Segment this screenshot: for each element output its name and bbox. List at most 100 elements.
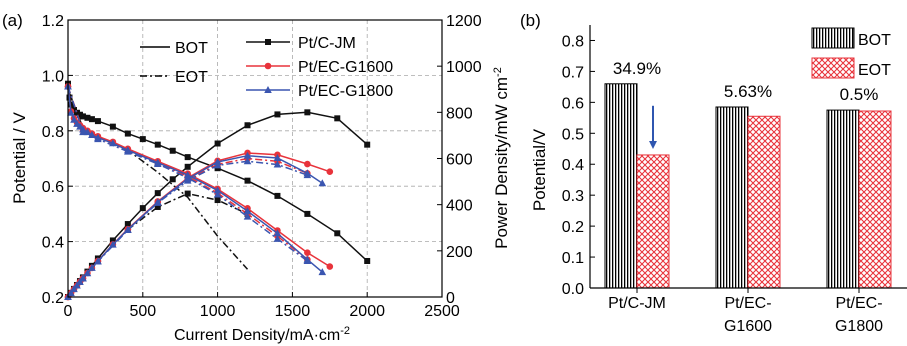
panel-a-line-chart: (a) 0 500 1000 1500 2000 25000.20.40.60.81.01… xyxy=(2,11,511,344)
point-pt-c-jm-bot-power xyxy=(334,115,341,122)
point-pt-c-jm-eot-power xyxy=(154,203,161,210)
point-pt-ec-g1800-bot-potential xyxy=(318,268,327,276)
line-pt-c-jm-eot-potential xyxy=(67,89,249,270)
point-pt-ec-g1800-eot-potential xyxy=(153,160,162,168)
point-pt-ec-g1800-bot-potential xyxy=(213,186,222,194)
line-pt-c-jm-bot-potential xyxy=(67,83,368,262)
point-pt-c-jm-bot-potential xyxy=(94,118,101,125)
style-legend-bot-label: BOT xyxy=(175,40,208,57)
line-pt-c-jm-eot-power xyxy=(67,192,248,298)
point-pt-ec-g1800-eot-potential xyxy=(273,234,282,242)
point-pt-ec-g1800-eot-potential xyxy=(79,128,87,136)
legend-label-pt-c-jm: Pt/C-JM xyxy=(298,35,356,52)
legend-bot-swatch xyxy=(811,27,855,49)
series-pt-c-jm-eot-potential xyxy=(67,89,249,270)
sample-legend: Pt/C-JM Pt/EC-G1600 Pt/EC-G1800 xyxy=(246,35,393,100)
point-pt-c-jm-eot-power xyxy=(214,197,221,204)
point-pt-c-jm-bot-power xyxy=(274,111,281,118)
point-pt-ec-g1800-bot-power xyxy=(318,179,327,187)
series-pt-ec-g1800-bot-potential xyxy=(64,82,327,276)
point-pt-ec-g1800-eot-power xyxy=(243,157,252,165)
y-tick-label: 0.8 xyxy=(42,124,64,141)
b-y-tick-label: 0.3 xyxy=(562,188,584,205)
point-pt-ec-g1800-eot-power xyxy=(79,274,87,282)
x-tick-label: 2000 xyxy=(349,303,385,320)
point-pt-ec-g1800-eot-power xyxy=(94,257,102,265)
point-pt-ec-g1800-eot-potential xyxy=(94,135,102,143)
b-category-label: G1800 xyxy=(835,318,883,335)
b-y-tick-label: 0.4 xyxy=(562,157,584,174)
bar-eot xyxy=(858,110,892,289)
point-pt-c-jm-bot-potential xyxy=(364,257,371,264)
point-pt-ec-g1800-bot-power xyxy=(243,151,252,159)
y2-tick-label: 1200 xyxy=(446,13,482,30)
point-pt-ec-g1800-eot-power xyxy=(273,160,282,168)
b-category-label: Pt/EC- xyxy=(835,295,882,312)
point-pt-ec-g1600-bot-power xyxy=(304,160,311,168)
b-y-tick-label: 0.0 xyxy=(562,281,584,298)
point-pt-ec-g1800-eot-potential xyxy=(213,190,222,198)
point-pt-ec-g1800-eot-potential xyxy=(303,256,312,264)
point-pt-c-jm-bot-potential xyxy=(124,130,131,137)
b-percent-annotation: 34.9% xyxy=(613,59,661,78)
point-pt-c-jm-bot-potential xyxy=(244,177,251,184)
b-percent-annotation: 5.63% xyxy=(724,82,772,101)
point-pt-ec-g1800-bot-potential xyxy=(67,108,75,116)
y2-tick-label: 600 xyxy=(446,152,473,169)
point-pt-c-jm-bot-potential xyxy=(139,136,146,143)
point-pt-c-jm-bot-power xyxy=(184,163,191,170)
bar-bot xyxy=(715,106,749,289)
point-pt-ec-g1800-bot-potential xyxy=(70,115,78,123)
panel-b-tick-labels: 0.0 0.1 0.2 0.3 0.4 0.5 0.6 0.7 0.8 Pt/C-JM Pt/EC-… xyxy=(562,33,883,335)
b-category-label: Pt/EC- xyxy=(724,295,771,312)
panel-b-bar-chart: (b) Potential/V 0.0 0.1 0.2 0.3 0.4 0.5 0.6 0.7… xyxy=(520,11,907,335)
point-pt-ec-g1800-eot-potential xyxy=(243,212,252,220)
y2-tick-label: 200 xyxy=(446,244,473,261)
point-pt-ec-g1800-eot-power xyxy=(153,198,162,206)
panel-b-axes xyxy=(589,25,907,293)
y2-tick-label: 400 xyxy=(446,198,473,215)
x-tick-label: 500 xyxy=(129,303,156,320)
point-pt-ec-g1800-bot-power xyxy=(88,263,96,271)
point-pt-ec-g1600-bot-potential xyxy=(304,249,311,256)
panel-b-legend: BOT EOT xyxy=(811,27,891,79)
x-tick-label: 2500 xyxy=(424,303,460,320)
b-y-tick-label: 0.2 xyxy=(562,219,584,236)
point-pt-ec-g1600-bot-power xyxy=(326,168,334,175)
point-pt-c-jm-bot-power xyxy=(364,141,371,148)
panel-b-label: (b) xyxy=(520,11,541,30)
point-pt-c-jm-bot-power xyxy=(154,190,161,197)
point-pt-c-jm-bot-potential xyxy=(334,230,341,237)
bar-bot xyxy=(604,83,638,289)
point-pt-c-jm-bot-potential xyxy=(169,147,176,154)
y-tick-label: 0.6 xyxy=(42,179,64,196)
panel-a-frame xyxy=(67,19,443,298)
point-pt-c-jm-bot-power xyxy=(304,109,311,116)
legend-marker-pt-c-jm xyxy=(265,39,271,45)
panel-a-tick-labels: 0 500 1000 1500 2000 2500 0.2 0.4 0.6 0.8 1.0 1.2 0 2… xyxy=(42,13,482,320)
bar-eot xyxy=(747,115,781,289)
legend-label-pt-ec-g1600: Pt/EC-G1600 xyxy=(298,59,393,76)
legend-marker-pt-ec-g1600 xyxy=(264,62,272,70)
legend-eot-swatch xyxy=(811,57,855,79)
point-pt-c-jm-bot-potential xyxy=(274,192,281,199)
x-tick-label: 1000 xyxy=(200,303,236,320)
series-pt-ec-g1800-bot-power xyxy=(64,151,327,300)
legend-label-pt-ec-g1800: Pt/EC-G1800 xyxy=(298,83,393,100)
b-y-tick-label: 0.8 xyxy=(562,33,584,50)
point-pt-c-jm-bot-power xyxy=(124,221,131,228)
y-tick-label: 0.2 xyxy=(42,290,64,307)
panel-a-x-axis-label: Current Density/mA·cm-2 xyxy=(174,325,350,344)
series-pt-ec-g1800-eot-power xyxy=(64,157,312,300)
point-pt-c-jm-bot-potential xyxy=(88,116,95,123)
point-pt-c-jm-bot-potential xyxy=(184,154,191,161)
point-pt-c-jm-bot-potential xyxy=(84,114,91,121)
x-tick-label: 0 xyxy=(64,303,73,320)
line-pt-ec-g1800-eot-potential xyxy=(67,86,308,262)
panel-a-y-axis-label: Potential / V xyxy=(10,112,29,204)
legend-marker-pt-ec-g1800 xyxy=(264,86,272,93)
line-pt-ec-g1800-eot-power xyxy=(67,160,308,298)
b-y-tick-label: 0.7 xyxy=(562,64,584,81)
point-pt-ec-g1800-eot-power xyxy=(303,171,312,179)
